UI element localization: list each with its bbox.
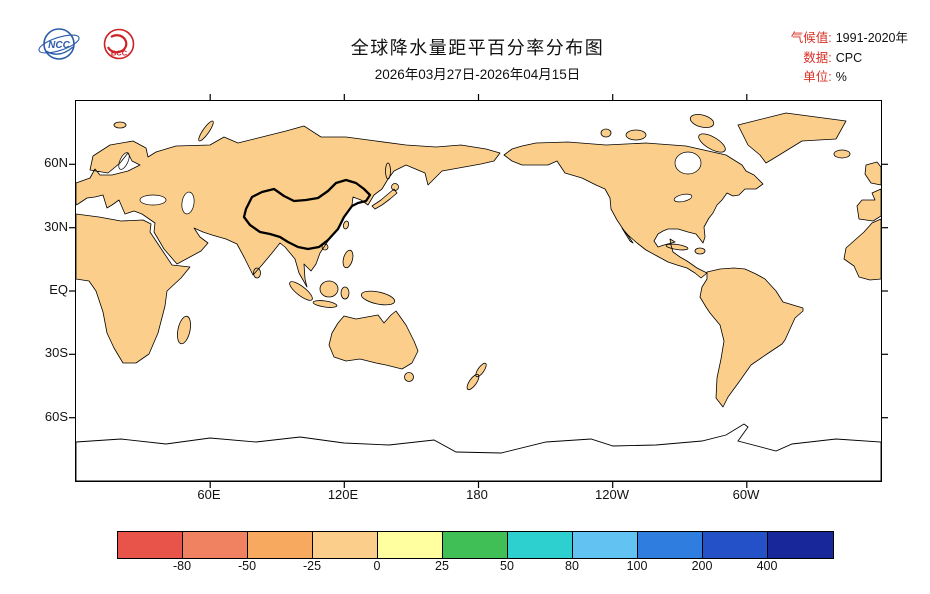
colorbar-cell: [443, 532, 508, 558]
meta-label: 数据:: [803, 50, 832, 65]
lon-axis-label: 180: [466, 487, 488, 502]
lat-axis-label: 60S: [44, 409, 68, 424]
lon-axis-label: 120E: [327, 487, 359, 502]
colorbar-tick-label: 100: [626, 559, 648, 573]
frame-ticks: [69, 94, 888, 488]
colorbar-cell: [768, 532, 833, 558]
ncc-logo-text: NCC: [48, 40, 70, 51]
colorbar-tick-label: 50: [500, 559, 514, 573]
colorbar-tick-label: -50: [237, 559, 257, 573]
world-map-frame: [69, 94, 888, 488]
colorbar-cell: [313, 532, 378, 558]
meta-row-climate: 气候值: 1991-2020年: [768, 29, 908, 49]
colorbar-ticks: -80 -50 -25 0 25 50 80 100 200 400: [117, 559, 832, 577]
ncc-logo: NCC: [38, 28, 80, 60]
meta-row-data-source: 数据: CPC: [768, 49, 908, 69]
land-fill: [76, 112, 881, 407]
lon-axis-label: 60W: [732, 487, 760, 502]
inland-water-bodies: [118, 151, 702, 215]
colorbar-cell: [378, 532, 443, 558]
lon-axis-label: 120W: [595, 487, 629, 502]
china-border: [242, 178, 372, 251]
meta-label: 气候值:: [790, 31, 832, 45]
lat-axis-label: 60N: [44, 155, 68, 170]
colorbar-cell: [573, 532, 638, 558]
world-precipitation-anomaly-map: [69, 94, 888, 488]
colorbar-tick-label: 200: [691, 559, 713, 573]
bcc-logo-text: BCC: [111, 49, 128, 58]
colorbar-tick-label: -25: [302, 559, 322, 573]
agency-logos: NCC BCC: [36, 24, 140, 70]
colorbar-tick-label: 0: [373, 559, 381, 573]
lat-axis-label: 30S: [44, 345, 68, 360]
meta-value: CPC: [835, 50, 863, 65]
colorbar-tick-label: 80: [565, 559, 579, 573]
meta-value: 1991-2020年: [835, 31, 908, 45]
colorbar-tick-label: -80: [172, 559, 192, 573]
bcc-circle-icon: [103, 28, 135, 60]
colorbar-tick-label: 400: [756, 559, 778, 573]
bcc-logo: BCC: [103, 28, 135, 60]
colorbar-cell: [638, 532, 703, 558]
meta-row-unit: 单位: %: [768, 68, 908, 88]
colorbar-cell: [703, 532, 768, 558]
lon-axis-label: 60E: [197, 487, 221, 502]
meta-info: 气候值: 1991-2020年 数据: CPC 单位: %: [768, 29, 908, 88]
caspian-sea: [181, 191, 195, 215]
colorbar-cell: [248, 532, 313, 558]
colorbar: [117, 531, 834, 559]
ncc-orbit-icon: [38, 34, 80, 54]
meta-label: 单位:: [803, 70, 832, 84]
bcc-swirl-icon: [107, 34, 128, 54]
colorbar-cell: [183, 532, 248, 558]
lat-axis-label: 30N: [44, 219, 68, 234]
antarctica-outline: [75, 423, 882, 482]
meta-value: %: [835, 70, 847, 84]
lat-axis-label: EQ: [49, 282, 68, 297]
page-title: 全球降水量距平百分率分布图: [350, 38, 605, 58]
hudson-bay: [674, 151, 702, 175]
ncc-swoosh-icon: [45, 46, 74, 55]
page-subtitle: 2026年03月27日-2026年04月15日: [374, 67, 581, 82]
colorbar-cell: [118, 532, 183, 558]
colorbar-cell: [508, 532, 573, 558]
great-lakes: [673, 193, 693, 203]
colorbar-tick-label: 25: [435, 559, 449, 573]
black-sea: [139, 194, 167, 206]
